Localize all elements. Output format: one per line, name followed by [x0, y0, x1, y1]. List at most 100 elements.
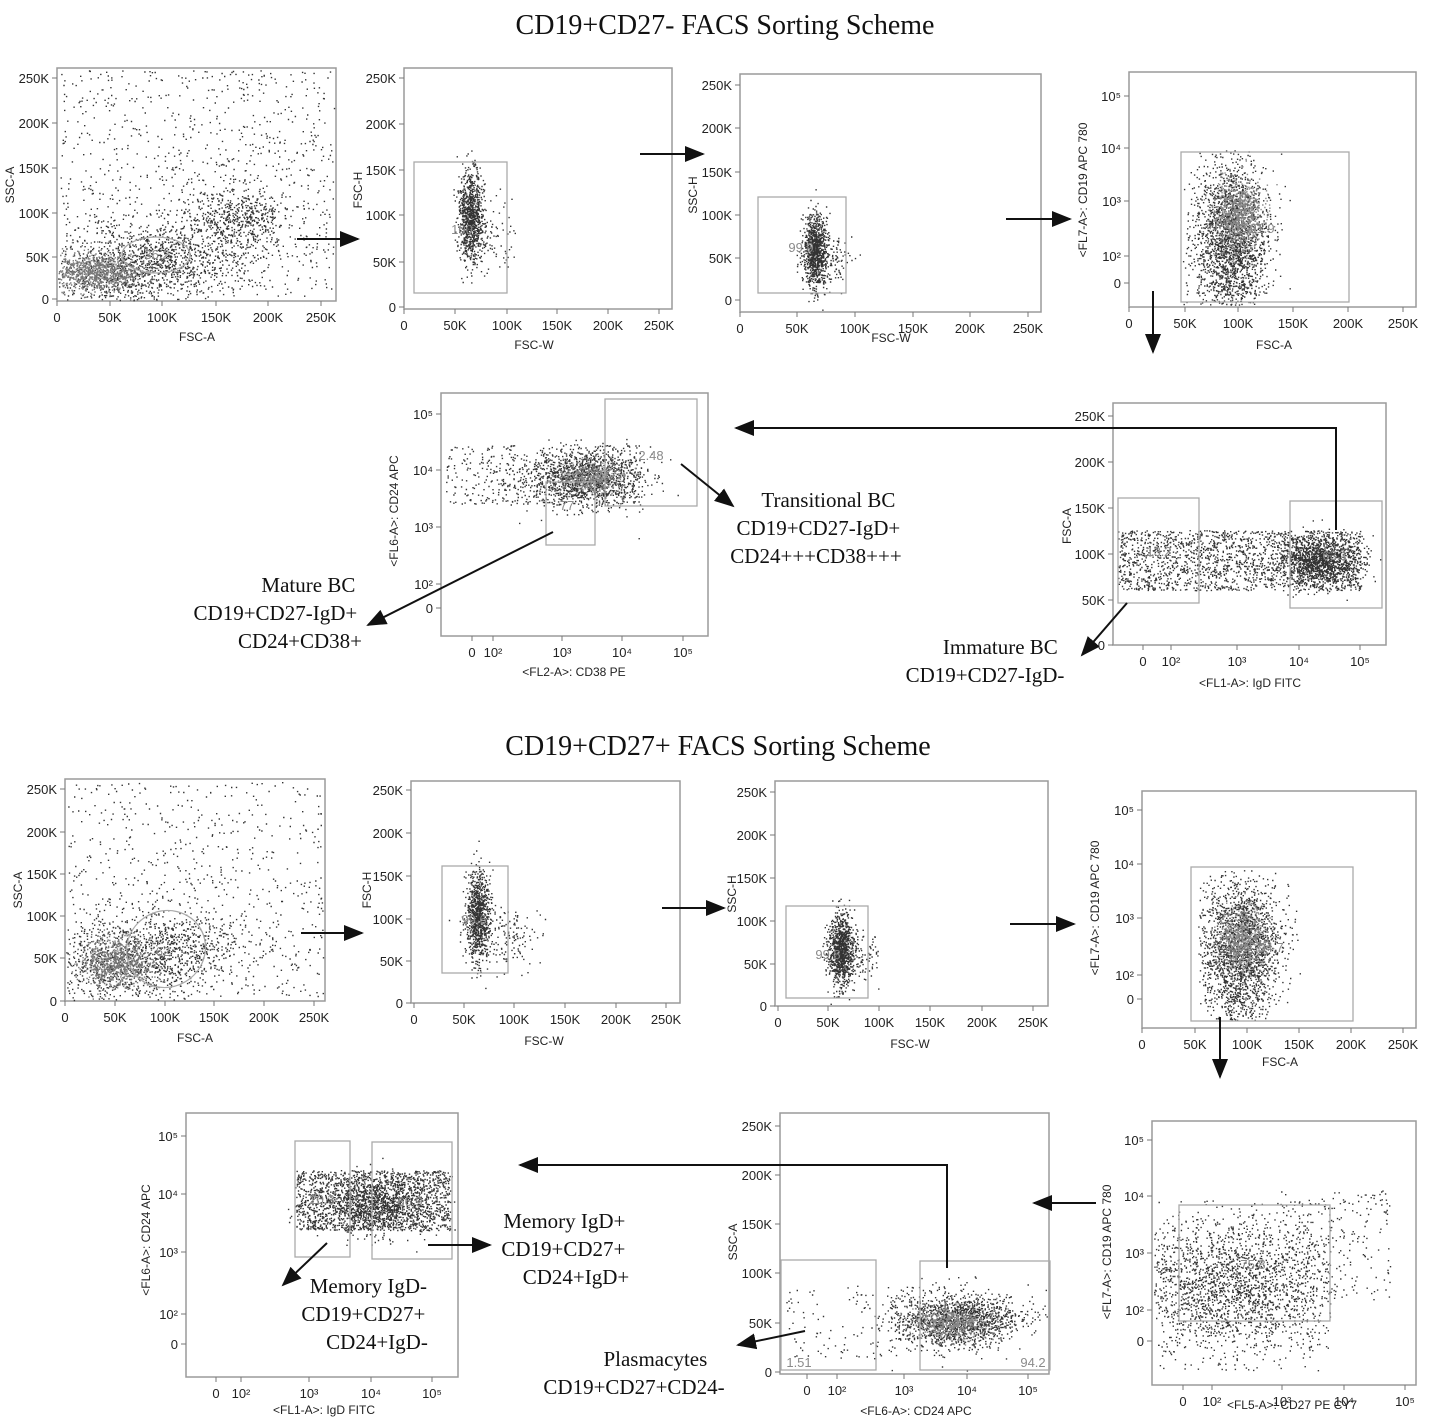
scatter-events [1211, 893, 1275, 990]
x-tick-label: 100K [1223, 316, 1254, 331]
y-axis-label: SSC-A [3, 167, 17, 204]
y-tick-label: 200K [737, 828, 768, 843]
x-tick-label: 250K [1388, 316, 1419, 331]
y-tick-label: 50K [373, 255, 396, 270]
y-tick-label: 10² [1115, 968, 1134, 983]
y-tick-label: 200K [702, 121, 733, 136]
x-axis-label: <FL1-A>: IgD FITC [1199, 676, 1301, 690]
x-axis-label: FSC-W [514, 338, 554, 352]
y-axis-label: FSC-H [351, 172, 365, 209]
y-tick-label: 0 [725, 293, 732, 308]
scatter-events [446, 445, 642, 506]
y-tick-label: 250K [373, 783, 404, 798]
x-tick-label: 150K [898, 321, 929, 336]
x-tick-label: 250K [1388, 1037, 1419, 1052]
igd-positive-gate [371, 1141, 453, 1260]
x-tick-label: 100K [864, 1015, 895, 1030]
y-tick-label: 100K [737, 914, 768, 929]
gate-percentage: 2.48 [638, 448, 663, 463]
x-tick-label: 200K [955, 321, 986, 336]
scatter-events [796, 189, 838, 311]
gate-percentage: 20.3 [309, 1192, 334, 1207]
scatter-events [58, 240, 170, 301]
gate-percentage: 99.9 [788, 240, 813, 255]
scatter-events [448, 896, 547, 978]
gate-percentage: 36.2 [144, 247, 169, 262]
plot-frame [440, 392, 709, 637]
x-tick-label: 250K [306, 310, 337, 325]
transitional-gate [604, 398, 698, 507]
y-tick-label: 200K [19, 116, 50, 131]
plot-frame [410, 780, 681, 1004]
singlet-gate [757, 196, 847, 294]
y-tick-label: 0 [426, 601, 433, 616]
x-tick-label: 150K [915, 1015, 946, 1030]
y-tick-label: 100K [27, 909, 58, 924]
scatter-events [804, 216, 861, 296]
y-tick-label: 50K [709, 251, 732, 266]
x-axis-label: <FL6-A>: CD24 APC [860, 1404, 972, 1418]
x-tick-label: 10⁵ [673, 645, 693, 660]
x-tick-label: 0 [774, 1015, 781, 1030]
y-axis-label: SSC-H [686, 176, 700, 213]
y-tick-label: 50K [26, 250, 49, 265]
arrow-cd24-pos-to-b7 [518, 1157, 948, 1268]
y-tick-label: 0 [1114, 276, 1121, 291]
scatter-events [459, 840, 501, 990]
plot-cd24-vs-ssc-a-bottom: 0 10² 10³ 10⁴ 10⁵ 250K 200K 150K 100K 50K 0 <FL6-A>… [726, 1112, 1051, 1418]
y-tick-label: 10³ [1125, 1246, 1144, 1261]
plot-frame [64, 778, 326, 1002]
plot-fsc-a-vs-ssc-a-top: 0 50K 100K 150K 200K 250K 250K 200K 150K 100K 50K 0… [3, 67, 337, 344]
y-tick-label: 100K [702, 208, 733, 223]
immature-bc-label: Immature BC CD19+CD27-IgD- [906, 635, 1065, 687]
y-tick-label: 50K [744, 957, 767, 972]
scatter-events [68, 782, 325, 998]
scatter-events [1202, 158, 1278, 281]
x-tick-label: 150K [542, 318, 573, 333]
scatter-events [846, 1276, 1048, 1372]
y-tick-label: 10⁴ [413, 463, 433, 478]
y-axis-label: <FL6-A>: CD24 APC [139, 1184, 153, 1296]
plot-frame [56, 67, 337, 302]
y-tick-label: 10⁵ [1124, 1133, 1144, 1148]
plot-cd38-vs-cd24-top: 0 10² 10³ 10⁴ 10⁵ 10⁵ 10⁴ 10³ 10² 0 <FL2-A>: CD38 … [387, 392, 709, 679]
memory-igd-neg-label: Memory IgD- CD19+CD27+ CD24+IgD- [301, 1274, 432, 1354]
igd-negative-gate [294, 1140, 351, 1258]
x-tick-label: 150K [1284, 1037, 1315, 1052]
y-tick-label: 10² [159, 1307, 178, 1322]
scatter-events [500, 438, 679, 540]
x-tick-label: 10² [232, 1386, 251, 1401]
x-tick-label: 10⁴ [957, 1383, 977, 1398]
y-tick-label: 0 [50, 994, 57, 1009]
y-tick-label: 150K [19, 161, 50, 176]
x-tick-label: 10² [828, 1383, 847, 1398]
x-tick-label: 10⁴ [361, 1386, 381, 1401]
x-tick-label: 10³ [895, 1383, 914, 1398]
plot-fsc-a-vs-cd19-bottom: 0 50K 100K 150K 200K 250K 10⁵ 10⁴ 10³ 10² 0 FSC-A <F… [1088, 790, 1419, 1069]
x-tick-label: 150K [199, 1010, 230, 1025]
mature-bc-label: Mature BC CD19+CD27-IgD+ CD24+CD38+ [194, 573, 363, 653]
x-axis-label: <FL5-A>: CD27 PE CY7 [1227, 1398, 1357, 1412]
x-tick-label: 100K [499, 1012, 530, 1027]
cd19-positive-gate [1190, 866, 1354, 1022]
y-axis-label: SSC-H [725, 875, 739, 912]
x-tick-label: 200K [967, 1015, 998, 1030]
scatter-events [535, 455, 638, 497]
x-tick-label: 250K [644, 318, 675, 333]
plot-frame [1112, 402, 1387, 646]
gate-percentage: 13.2 [1146, 544, 1171, 559]
gate-percentage: 99.6 [461, 912, 486, 927]
gate-percentage: 94.7 [1258, 940, 1283, 955]
y-tick-label: 0 [171, 1337, 178, 1352]
x-tick-label: 0 [1179, 1394, 1186, 1409]
y-tick-label: 10² [1125, 1303, 1144, 1318]
y-tick-label: 10⁵ [1114, 803, 1134, 818]
gate-percentage: 1.51 [786, 1355, 811, 1370]
x-tick-label: 10⁵ [422, 1386, 442, 1401]
y-tick-label: 150K [702, 165, 733, 180]
x-tick-label: 200K [253, 310, 284, 325]
scatter-events [161, 169, 331, 266]
y-axis-label: FSC-H [360, 872, 374, 909]
y-tick-label: 50K [34, 951, 57, 966]
